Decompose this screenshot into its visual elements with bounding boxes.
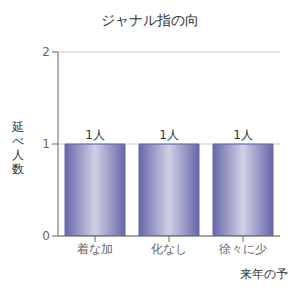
html-text:べ: べ bbox=[12, 134, 24, 148]
svg-text:徐々に少: 徐々に少 bbox=[219, 242, 267, 256]
svg-text:1: 1 bbox=[42, 137, 50, 151]
html-text:延: 延 bbox=[12, 120, 24, 134]
svg-text:0: 0 bbox=[42, 229, 50, 243]
html-text:ジャナル指の向: ジャナル指の向 bbox=[101, 12, 199, 28]
svg-text:1人: 1人 bbox=[159, 128, 179, 142]
html-text:人: 人 bbox=[12, 148, 24, 162]
svg-text:1人: 1人 bbox=[85, 128, 105, 142]
svg-text:着な加: 着な加 bbox=[77, 242, 113, 256]
svg-text:2: 2 bbox=[42, 45, 50, 59]
html-text:数: 数 bbox=[12, 162, 24, 176]
svg-text:化なし: 化なし bbox=[151, 242, 187, 256]
html-text:来年の予: 来年の予 bbox=[240, 267, 288, 281]
svg-text:1人: 1人 bbox=[233, 128, 253, 142]
